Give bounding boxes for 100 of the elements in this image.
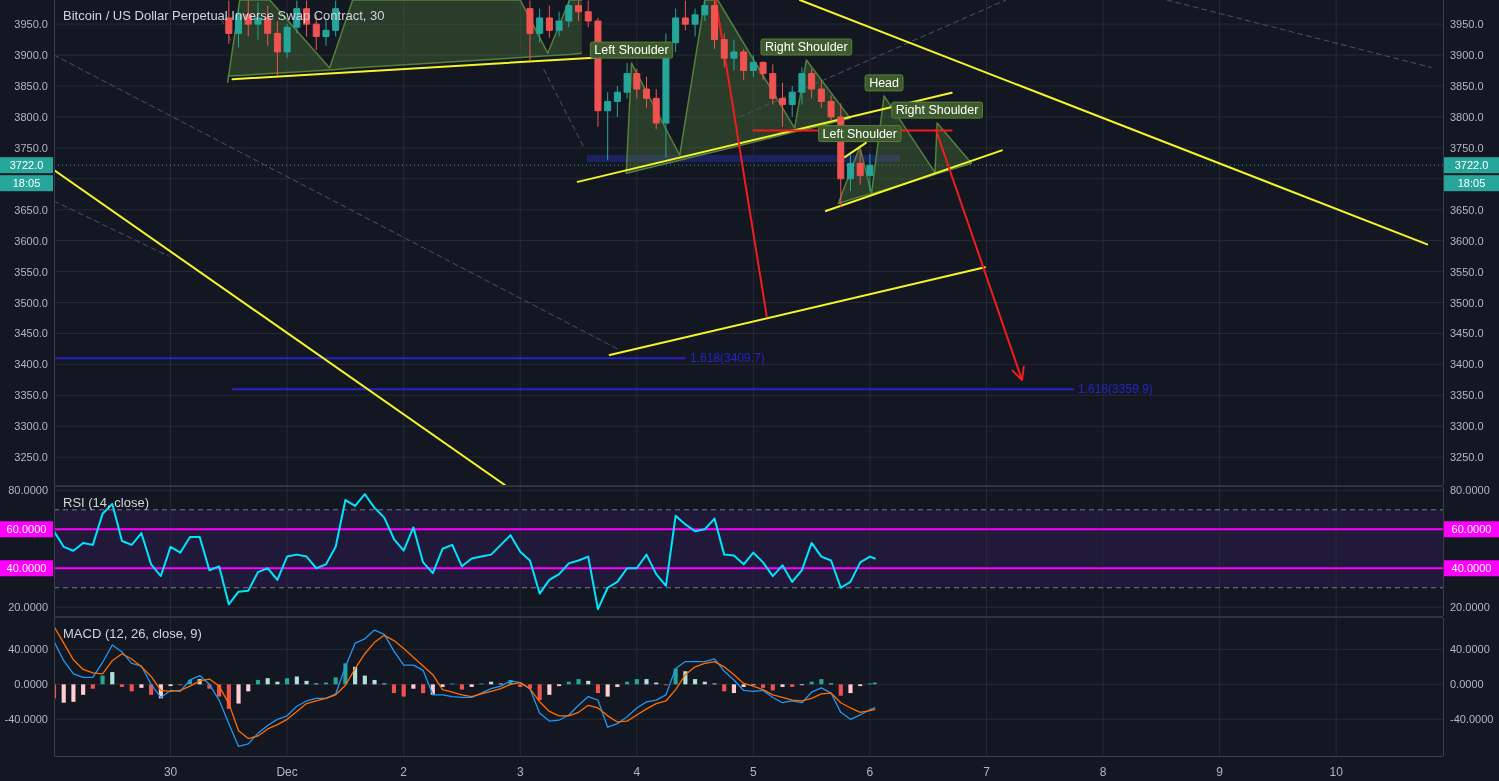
x-tick-label: 5 [750,765,758,779]
text: RSI (14, close) [63,494,149,510]
x-tick-label: Dec [276,765,298,779]
bar [333,677,338,685]
y-tick-label: 40.0000 [8,643,48,656]
bar [770,684,775,691]
x-tick-label: 7 [983,765,991,779]
y2-tick-label: 3450.0 [1450,327,1484,340]
y-tick-label: 3500.0 [14,296,48,309]
y2-tick-label: 80.0000 [1450,484,1490,497]
bar [547,684,552,695]
bar [790,684,795,687]
bar [129,684,134,692]
y2-tick-label: 3600.0 [1450,234,1484,247]
bar [731,684,736,694]
x-tick-label: 8 [1099,765,1107,779]
text: 18:05 [1457,177,1486,190]
bar [372,679,377,685]
x-tick-label: 10 [1329,765,1344,779]
y2-tick-label: 3400.0 [1450,358,1484,371]
bar [537,684,542,701]
y2-tick-label: 3250.0 [1450,451,1484,464]
bar [421,684,426,694]
bar [469,684,474,687]
bar [595,684,601,694]
y-tick-label: 3600.0 [14,234,48,247]
y2-tick-label: 3850.0 [1450,79,1484,92]
x-tick-label: 9 [1216,765,1224,779]
annotation: Left Shoulder [822,126,897,141]
x-tick-label: 4 [633,765,641,779]
y-tick-label: 3800.0 [14,110,48,123]
ref-line-label: 60.0000 [6,523,47,536]
bar [294,676,299,685]
bar [391,684,397,694]
bar [139,684,144,688]
bar [838,684,843,696]
y2-tick-label: 3300.0 [1450,420,1484,433]
bar [401,684,406,697]
y2-tick-label: 3800.0 [1450,110,1484,123]
bar [246,684,251,692]
annotation: Left Shoulder [594,43,669,58]
bar [61,684,66,703]
bar [110,672,115,685]
y-tick-label: 3850.0 [14,79,48,92]
x-tick-label: 2 [400,765,408,779]
bar [819,679,824,685]
y-tick-label: 80.0000 [8,484,48,497]
y-tick-label: 3250.0 [14,451,48,464]
bar [780,684,785,687]
y2-tick-label: 3750.0 [1450,141,1484,154]
y-tick-label: -40.0000 [4,713,48,726]
bar [119,684,125,687]
bar [848,684,853,694]
bar [576,679,581,685]
y-tick-label: 3400.0 [14,358,48,371]
y2-tick-label: 40.0000 [1450,643,1490,656]
text: 3722.0 [1454,159,1489,172]
y-tick-label: 3900.0 [14,49,48,62]
annotation: Right Shoulder [895,103,979,118]
bar [518,684,523,687]
bar [741,684,746,687]
text: MACD (12, 26, close, 9) [63,625,202,641]
y2-tick-label: 0.0000 [1450,678,1484,691]
bar [615,684,620,687]
y-tick-label: 3750.0 [14,141,48,154]
bar [644,679,649,685]
y-tick-label: 20.0000 [8,601,48,614]
bar [411,684,416,689]
bar [634,679,639,685]
y-tick-label: 3300.0 [14,420,48,433]
ref-line-label: 3722.0 [9,159,44,172]
y2-tick-label: 3550.0 [1450,265,1484,278]
annotation: Head [869,75,900,90]
bar [265,678,270,685]
y2-tick-label: 3950.0 [1450,18,1484,31]
series-label: 1.618(3409.7) [689,351,765,366]
bar [304,680,309,685]
y-tick-label: 3950.0 [14,18,48,31]
bar [722,684,727,692]
bar [90,684,95,689]
y-tick-label: 3550.0 [14,265,48,278]
y2-tick-label: -40.0000 [1450,713,1494,726]
y2-tick-label: 20.0000 [1450,601,1490,614]
text: 60.0000 [1451,523,1492,536]
y-tick-label: 0.0000 [14,678,48,691]
y2-tick-label: 3900.0 [1450,49,1484,62]
x-tick-label: 30 [163,765,178,779]
x-tick-label: 6 [866,765,874,779]
y2-tick-label: 3350.0 [1450,389,1484,402]
y-tick-label: 3650.0 [14,203,48,216]
bar [761,684,766,688]
series-label: 1.618(3359.9) [1078,382,1153,397]
bar [71,684,76,702]
bar [693,679,698,685]
y2-tick-label: 3650.0 [1450,203,1484,216]
text: 40.0000 [1451,562,1492,575]
bar [81,684,86,695]
y-tick-label: 3350.0 [14,389,48,402]
y-tick-label: 3450.0 [14,327,48,340]
bar [605,684,610,697]
